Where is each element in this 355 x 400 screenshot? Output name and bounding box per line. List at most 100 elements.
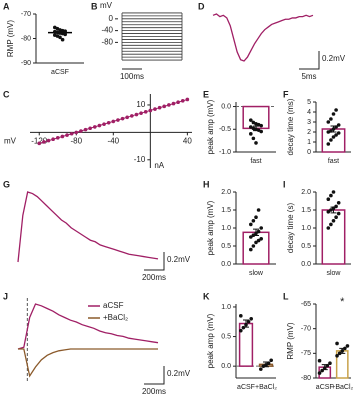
y-tick-label: 0.5	[221, 243, 231, 250]
data-point	[239, 314, 243, 318]
y-axis-label: peak amp (mV)	[206, 200, 215, 255]
data-point	[326, 210, 331, 214]
y-tick-label: 1.0	[301, 225, 311, 232]
data-point	[336, 201, 341, 205]
y-tick-label: -80	[21, 35, 31, 42]
error-bar	[339, 347, 346, 354]
y-tick-label: 1.5	[221, 207, 231, 214]
y-tick-label: -65	[301, 301, 311, 308]
error-bar	[263, 361, 269, 368]
data-point	[334, 204, 338, 209]
y-axis-label: RMP (mV)	[286, 322, 295, 360]
panel-label: I	[283, 179, 286, 189]
y-tick-label: 0.5	[221, 333, 231, 340]
error-bar	[330, 125, 337, 133]
iv-point	[153, 107, 157, 111]
data-point	[259, 123, 264, 128]
iv-point	[185, 97, 190, 102]
x-tick-label: aCSF	[51, 69, 69, 76]
bar	[321, 209, 346, 265]
iv-point	[93, 125, 97, 129]
panel-label: A	[3, 1, 10, 11]
iv-point	[148, 108, 153, 113]
iv-point	[180, 99, 185, 103]
iv-point	[139, 111, 143, 115]
data-point	[331, 135, 336, 139]
data-point	[259, 226, 264, 230]
data-point	[326, 197, 331, 201]
scale-label: 0.2mV	[167, 369, 191, 378]
iv-point	[102, 122, 106, 126]
data-point	[254, 141, 258, 145]
trace	[18, 348, 158, 378]
data-point	[249, 222, 253, 227]
panel-label: F	[283, 89, 289, 99]
data-point	[259, 129, 264, 134]
iv-point	[111, 119, 116, 124]
error-bar	[243, 319, 249, 328]
data-point	[326, 120, 331, 124]
y-axis-label: decay time (ms)	[286, 98, 295, 155]
y-tick-label: -0.5	[219, 126, 231, 133]
y-tick-label: 10	[136, 100, 145, 109]
x-tick-label: +BaCl₂	[255, 384, 277, 391]
data-point	[241, 325, 246, 330]
iv-point	[37, 141, 42, 146]
data-point	[335, 354, 339, 358]
panel-label: L	[283, 291, 289, 301]
scale-label: 0.2mV	[167, 255, 191, 264]
data-point	[63, 32, 67, 37]
error-bar	[253, 125, 259, 132]
bar	[242, 231, 270, 265]
iv-point	[171, 101, 176, 106]
data-point	[317, 371, 322, 375]
y-tick-label: 2.0	[221, 189, 231, 196]
panel-label: H	[203, 179, 210, 189]
data-point	[269, 358, 274, 363]
y-axis-label: nA	[154, 161, 164, 170]
iv-point	[69, 131, 74, 136]
x-axis-label: mV	[4, 136, 17, 145]
y-tick-label: 3	[307, 119, 311, 126]
iv-point	[120, 116, 125, 121]
data-point	[256, 208, 261, 212]
y-tick-label: 1.0	[221, 225, 231, 232]
y-tick-label: 0.0	[221, 103, 231, 110]
data-point	[254, 240, 258, 245]
y-axis-label: RMP (mV)	[6, 20, 15, 58]
data-point	[329, 208, 333, 212]
data-point	[331, 190, 336, 194]
x-tick-label: 40	[183, 136, 192, 145]
y-tick-label: 1.0	[221, 304, 231, 311]
scale-label: 200ms	[142, 387, 166, 396]
y-axis-label: decay time (s)	[286, 203, 295, 254]
x-tick-label: slow	[326, 270, 341, 277]
y-tick-label: 4	[307, 109, 311, 116]
y-axis-label: peak amp (mV)	[206, 99, 215, 154]
data-point	[329, 138, 333, 142]
iv-point	[83, 127, 88, 132]
iv-point	[65, 133, 69, 137]
y-tick-label: -80	[101, 37, 113, 46]
data-point	[251, 136, 256, 141]
x-tick-label: -120	[31, 136, 48, 145]
data-point	[334, 215, 338, 219]
data-point	[345, 344, 350, 348]
iv-point	[167, 103, 171, 107]
data-point	[329, 222, 333, 227]
iv-point	[79, 129, 83, 133]
data-point	[329, 193, 333, 198]
scale-bar	[144, 366, 165, 385]
y-tick-label: 0	[109, 14, 114, 23]
data-point	[331, 219, 336, 223]
scale-label: 0.2mV	[322, 54, 346, 63]
data-point	[256, 229, 261, 234]
data-point	[334, 133, 338, 137]
iv-point	[125, 115, 129, 120]
trace	[17, 303, 159, 350]
iv-point	[162, 104, 167, 109]
data-point	[336, 131, 341, 135]
data-point	[246, 319, 251, 324]
data-point	[329, 117, 333, 121]
